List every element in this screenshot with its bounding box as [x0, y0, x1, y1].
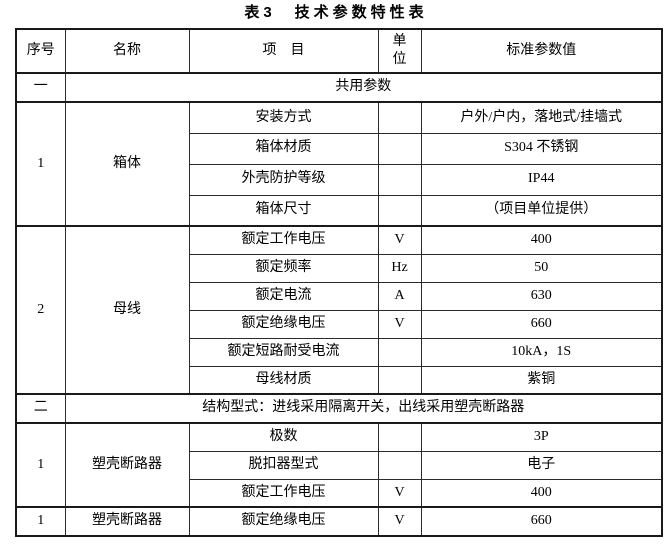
- cell-unit: [377, 365, 422, 395]
- cell-value: 电子: [420, 450, 663, 480]
- cell-item: 额定频率: [188, 253, 379, 283]
- cell-item: 外壳防护等级: [188, 163, 379, 196]
- cell-item: 脱扣器型式: [188, 450, 379, 480]
- table-title: 表3 技术参数特性表: [244, 4, 428, 21]
- band-row-common: 一 共用参数: [15, 72, 663, 103]
- band-label: 结构型式：进线采用隔离开关，出线采用塑壳断路器: [64, 393, 663, 424]
- row-no: 1: [15, 101, 66, 227]
- cell-value: 户外/户内，落地式/挂墙式: [420, 101, 663, 134]
- table-row: 2 母线 额定工作电压 V 400: [15, 225, 663, 395]
- col-header-name: 名称: [64, 28, 190, 74]
- unit-header-label: 单位: [392, 34, 407, 67]
- cell-value: S304 不锈钢: [420, 132, 663, 165]
- table-row: 1 塑壳断路器 额定绝缘电压 V 660: [15, 506, 663, 537]
- table-row: 额定电流 A 630: [16, 281, 663, 311]
- cell-unit: [377, 337, 422, 367]
- cell-value: 10kA，1S: [420, 337, 663, 367]
- header-row: 序号 名称 项 目 单位 标准参数值: [15, 28, 663, 74]
- row-no: 1: [15, 422, 66, 508]
- cell-item: 额定绝缘电压: [188, 506, 379, 537]
- cell-value: IP44: [420, 163, 663, 196]
- col-header-unit: 单位: [377, 28, 422, 74]
- band-row-structure: 二 结构型式：进线采用隔离开关，出线采用塑壳断路器: [15, 393, 663, 424]
- band-no: 二: [15, 393, 66, 424]
- cell-unit: V: [377, 309, 422, 339]
- table-row: 外壳防护等级 IP44: [16, 163, 663, 196]
- cell-unit: [377, 132, 422, 165]
- col-header-no: 序号: [15, 28, 66, 74]
- cell-item: 极数: [188, 422, 379, 452]
- cell-item: 额定电流: [188, 281, 379, 311]
- cell-item: 母线材质: [188, 365, 379, 395]
- table-row: 1 箱体 安装方式 户外/户内，落地式/挂墙式: [15, 101, 663, 227]
- cell-unit: [377, 101, 422, 134]
- row-name: 塑壳断路器: [64, 506, 190, 537]
- document-page: 表3 技术参数特性表 序号 名称 项 目 单位 标准参数值 一 共用参数 1 箱…: [0, 3, 672, 549]
- row-no: 2: [15, 225, 66, 395]
- cell-value: 紫铜: [420, 365, 663, 395]
- cell-value: 660: [420, 506, 663, 537]
- cell-unit: V: [377, 478, 422, 508]
- row-name: 塑壳断路器: [64, 422, 190, 508]
- cell-value: 630: [420, 281, 663, 311]
- cell-value: 400: [420, 225, 663, 255]
- cell-item: 额定工作电压: [188, 478, 379, 508]
- cell-unit: A: [377, 281, 422, 311]
- cell-unit: [377, 163, 422, 196]
- cell-item: 额定绝缘电压: [188, 309, 379, 339]
- cell-value: （项目单位提供）: [420, 194, 663, 227]
- table-row: 额定工作电压 V 400: [16, 478, 663, 508]
- table-row: 脱扣器型式 电子: [16, 450, 663, 480]
- cell-value: 3P: [420, 422, 663, 452]
- cell-item: 箱体材质: [188, 132, 379, 165]
- cell-unit: [377, 422, 422, 452]
- row-name: 母线: [64, 225, 190, 395]
- band-label: 共用参数: [64, 72, 663, 103]
- band-no: 一: [15, 72, 66, 103]
- cell-item: 箱体尺寸: [188, 194, 379, 227]
- table-row: 额定绝缘电压 V 660: [16, 309, 663, 339]
- cell-unit: V: [377, 506, 422, 537]
- cell-unit: [377, 194, 422, 227]
- spec-table: 序号 名称 项 目 单位 标准参数值 一 共用参数 1 箱体 安装方式 户外/户…: [15, 28, 663, 537]
- cell-unit: Hz: [377, 253, 422, 283]
- table-row: 额定频率 Hz 50: [16, 253, 663, 283]
- cell-value: 50: [420, 253, 663, 283]
- col-header-item: 项 目: [188, 28, 379, 74]
- cell-value: 400: [420, 478, 663, 508]
- row-no: 1: [15, 506, 66, 537]
- cell-unit: [377, 450, 422, 480]
- row-name: 箱体: [64, 101, 190, 227]
- col-header-value: 标准参数值: [420, 28, 663, 74]
- table-row: 箱体尺寸 （项目单位提供）: [16, 194, 663, 227]
- table-row: 1 塑壳断路器 极数 3P: [15, 422, 663, 508]
- cell-item: 额定短路耐受电流: [188, 337, 379, 367]
- cell-item: 额定工作电压: [188, 225, 379, 255]
- cell-unit: V: [377, 225, 422, 255]
- cell-value: 660: [420, 309, 663, 339]
- cell-item: 安装方式: [188, 101, 379, 134]
